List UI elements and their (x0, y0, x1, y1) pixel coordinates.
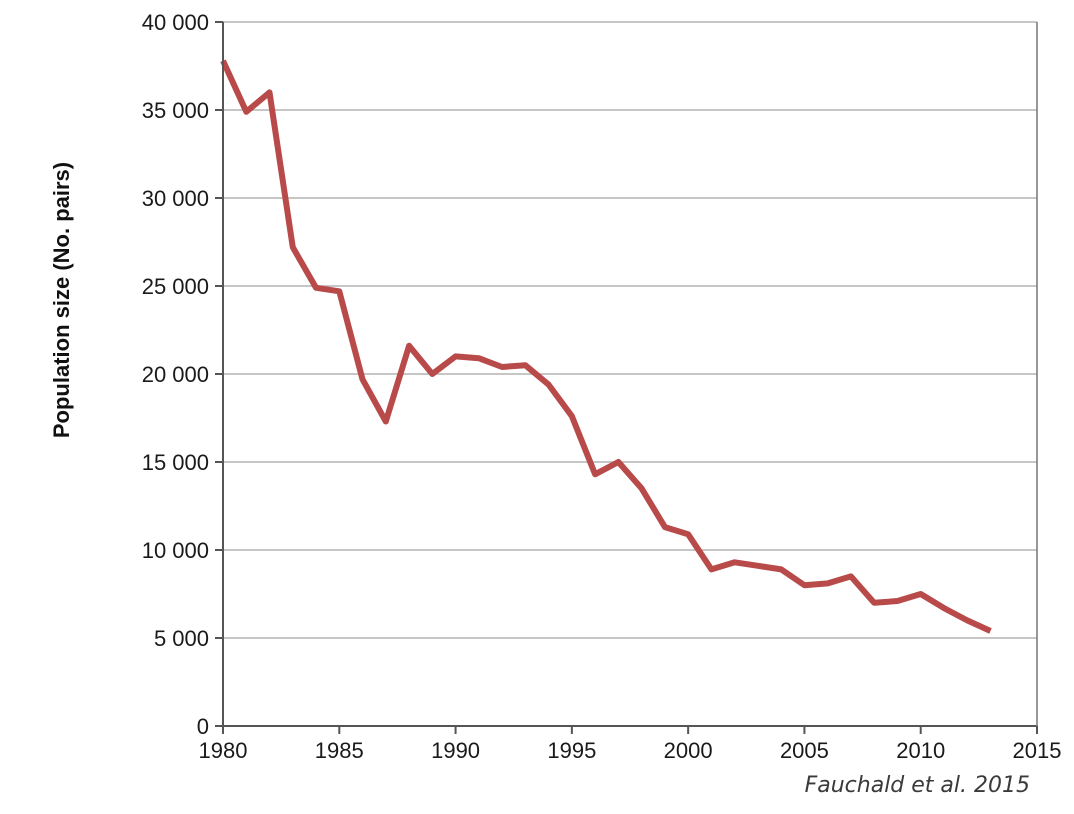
y-axis-label: Population size (No. pairs) (49, 162, 74, 438)
x-tick-label: 1985 (315, 738, 364, 763)
tick-labels: 0 5 000 10 000 15 000 20 000 25 000 30 000 35 0… (142, 10, 1062, 763)
data-point-1990 (453, 354, 458, 359)
data-point-1995 (569, 414, 574, 419)
x-tick-label: 2005 (780, 738, 829, 763)
y-tick-label: 5 000 (154, 626, 209, 651)
y-tick-label: 15 000 (142, 450, 209, 475)
data-point-1989 (430, 372, 435, 377)
data-point-2012 (965, 618, 970, 623)
x-tick-label: 1990 (431, 738, 480, 763)
data-point-1985 (337, 289, 342, 294)
data-point-2001 (709, 567, 714, 572)
data-point-2013 (988, 629, 993, 634)
series-layer (220, 59, 993, 634)
y-tick-label: 30 000 (142, 186, 209, 211)
data-point-1993 (523, 363, 528, 368)
data-point-2007 (848, 574, 853, 579)
data-point-2006 (825, 581, 830, 586)
data-point-2003 (755, 563, 760, 568)
data-point-1996 (593, 472, 598, 477)
y-tick-label: 20 000 (142, 362, 209, 387)
data-point-2011 (942, 606, 947, 611)
data-point-1994 (546, 382, 551, 387)
x-tick-label: 1995 (547, 738, 596, 763)
x-tick-label: 2015 (1013, 738, 1062, 763)
data-point-1984 (314, 285, 319, 290)
data-point-1981 (244, 109, 249, 114)
data-point-1991 (476, 356, 481, 361)
data-point-1986 (360, 377, 365, 382)
x-tick-label: 2010 (896, 738, 945, 763)
y-tick-label: 10 000 (142, 538, 209, 563)
source-citation: Fauchald et al. 2015 (804, 773, 1030, 798)
data-point-1997 (616, 460, 621, 465)
data-point-1988 (407, 343, 412, 348)
data-point-2000 (686, 532, 691, 537)
data-point-2002 (732, 560, 737, 565)
data-point-1999 (662, 525, 667, 530)
data-point-1987 (383, 419, 388, 424)
x-tick-label: 2000 (664, 738, 713, 763)
y-tick-label: 25 000 (142, 274, 209, 299)
y-tick-label: 0 (197, 714, 209, 739)
data-point-2005 (802, 583, 807, 588)
y-tick-label: 40 000 (142, 10, 209, 35)
data-point-1998 (639, 486, 644, 491)
data-point-2010 (918, 592, 923, 597)
data-point-1982 (267, 90, 272, 95)
data-point-2008 (872, 600, 877, 605)
data-point-1983 (290, 245, 295, 250)
axes (215, 21, 1038, 734)
data-point-2004 (779, 567, 784, 572)
y-tick-label: 35 000 (142, 98, 209, 123)
x-tick-label: 1980 (199, 738, 248, 763)
population-line (220, 59, 992, 634)
data-point-1992 (500, 365, 505, 370)
data-point-2009 (895, 599, 900, 604)
